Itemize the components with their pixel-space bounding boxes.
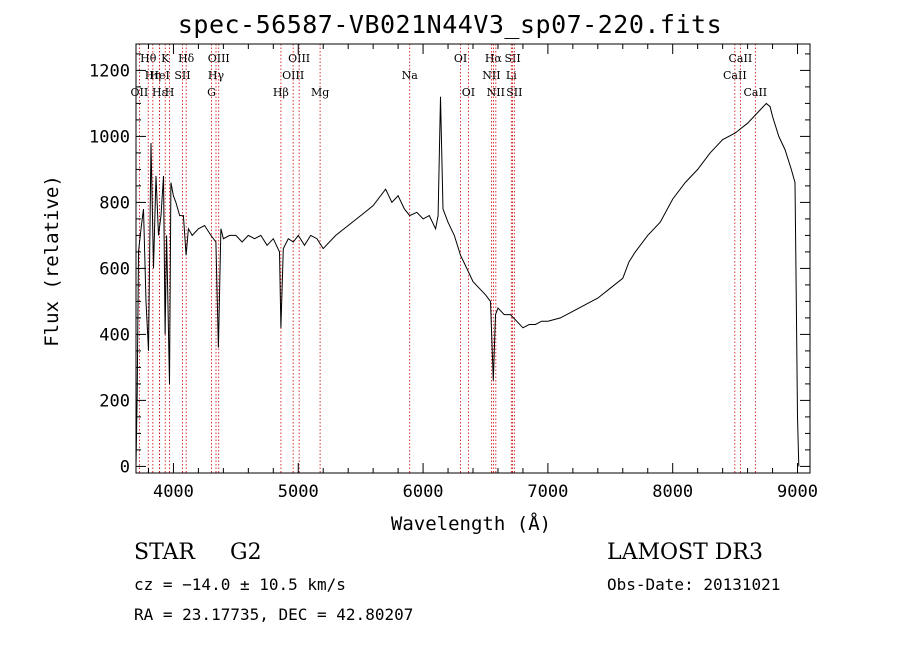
line-marker-label-21: NII xyxy=(487,86,505,99)
line-marker-label-9: OIII xyxy=(208,52,230,65)
line-marker-label-13: OIII xyxy=(288,52,310,65)
line-marker-label-2: Hη xyxy=(145,69,161,82)
line-marker-label-18: OI xyxy=(462,86,475,99)
x-axis-label: Wavelength (Å) xyxy=(391,512,551,535)
line-marker-label-1: OII xyxy=(131,86,149,99)
line-marker-label-23: Li xyxy=(506,69,517,82)
line-marker-label-26: CaII xyxy=(723,69,747,82)
line-marker-label-10: Hγ xyxy=(208,69,225,82)
y-tick-label-4: 800 xyxy=(99,193,130,213)
line-marker-label-5: K xyxy=(161,52,170,65)
chart-title: spec-56587-VB021N44V3_sp07-220.fits xyxy=(177,10,723,39)
line-marker-label-15: Mg xyxy=(311,86,329,99)
line-marker-label-4: Hε xyxy=(152,86,168,99)
x-tick-label-3: 7000 xyxy=(527,482,568,502)
coordinates: RA = 23.17735, DEC = 42.80207 xyxy=(134,605,414,624)
x-tick-label-5: 9000 xyxy=(777,482,818,502)
line-marker-label-24: SII xyxy=(506,86,522,99)
x-tick-label-0: 4000 xyxy=(153,482,194,502)
y-tick-label-0: 0 xyxy=(120,457,130,477)
line-marker-label-12: Hβ xyxy=(273,86,289,99)
line-marker-label-16: Na xyxy=(402,69,419,82)
x-tick-label-2: 6000 xyxy=(403,482,444,502)
spectrum-line xyxy=(135,96,800,467)
line-marker-label-6: SII xyxy=(174,69,190,82)
y-axis-label: Flux (relative) xyxy=(41,175,63,347)
y-tick-label-1: 200 xyxy=(99,391,130,411)
line-marker-label-7: H xyxy=(165,86,175,99)
line-marker-label-22: SII xyxy=(504,52,520,65)
line-marker-label-0: Hθ xyxy=(140,52,157,65)
x-tick-label-4: 8000 xyxy=(652,482,693,502)
line-marker-label-8: Hδ xyxy=(178,52,195,65)
y-tick-label-5: 1000 xyxy=(89,127,130,147)
line-marker-label-17: OI xyxy=(454,52,467,65)
obs-date: Obs-Date: 20131021 xyxy=(607,575,781,594)
line-marker-label-11: G xyxy=(207,86,216,99)
line-marker-label-20: NII xyxy=(482,69,500,82)
line-marker-label-14: OIII xyxy=(282,69,304,82)
object-type: STAR xyxy=(134,540,195,565)
y-tick-label-3: 600 xyxy=(99,259,130,279)
plot-frame xyxy=(135,43,811,474)
line-marker-label-27: CaII xyxy=(743,86,767,99)
line-marker-label-25: CaII xyxy=(729,52,753,65)
object-subclass: G2 xyxy=(230,540,262,565)
y-tick-label-2: 400 xyxy=(99,325,130,345)
line-marker-label-19: Hα xyxy=(485,52,503,65)
y-tick-label-6: 1200 xyxy=(89,61,130,81)
redshift-info: cz = −14.0 ± 10.5 km/s xyxy=(134,575,346,594)
x-tick-label-1: 5000 xyxy=(278,482,319,502)
survey-name: LAMOST DR3 xyxy=(607,540,763,565)
